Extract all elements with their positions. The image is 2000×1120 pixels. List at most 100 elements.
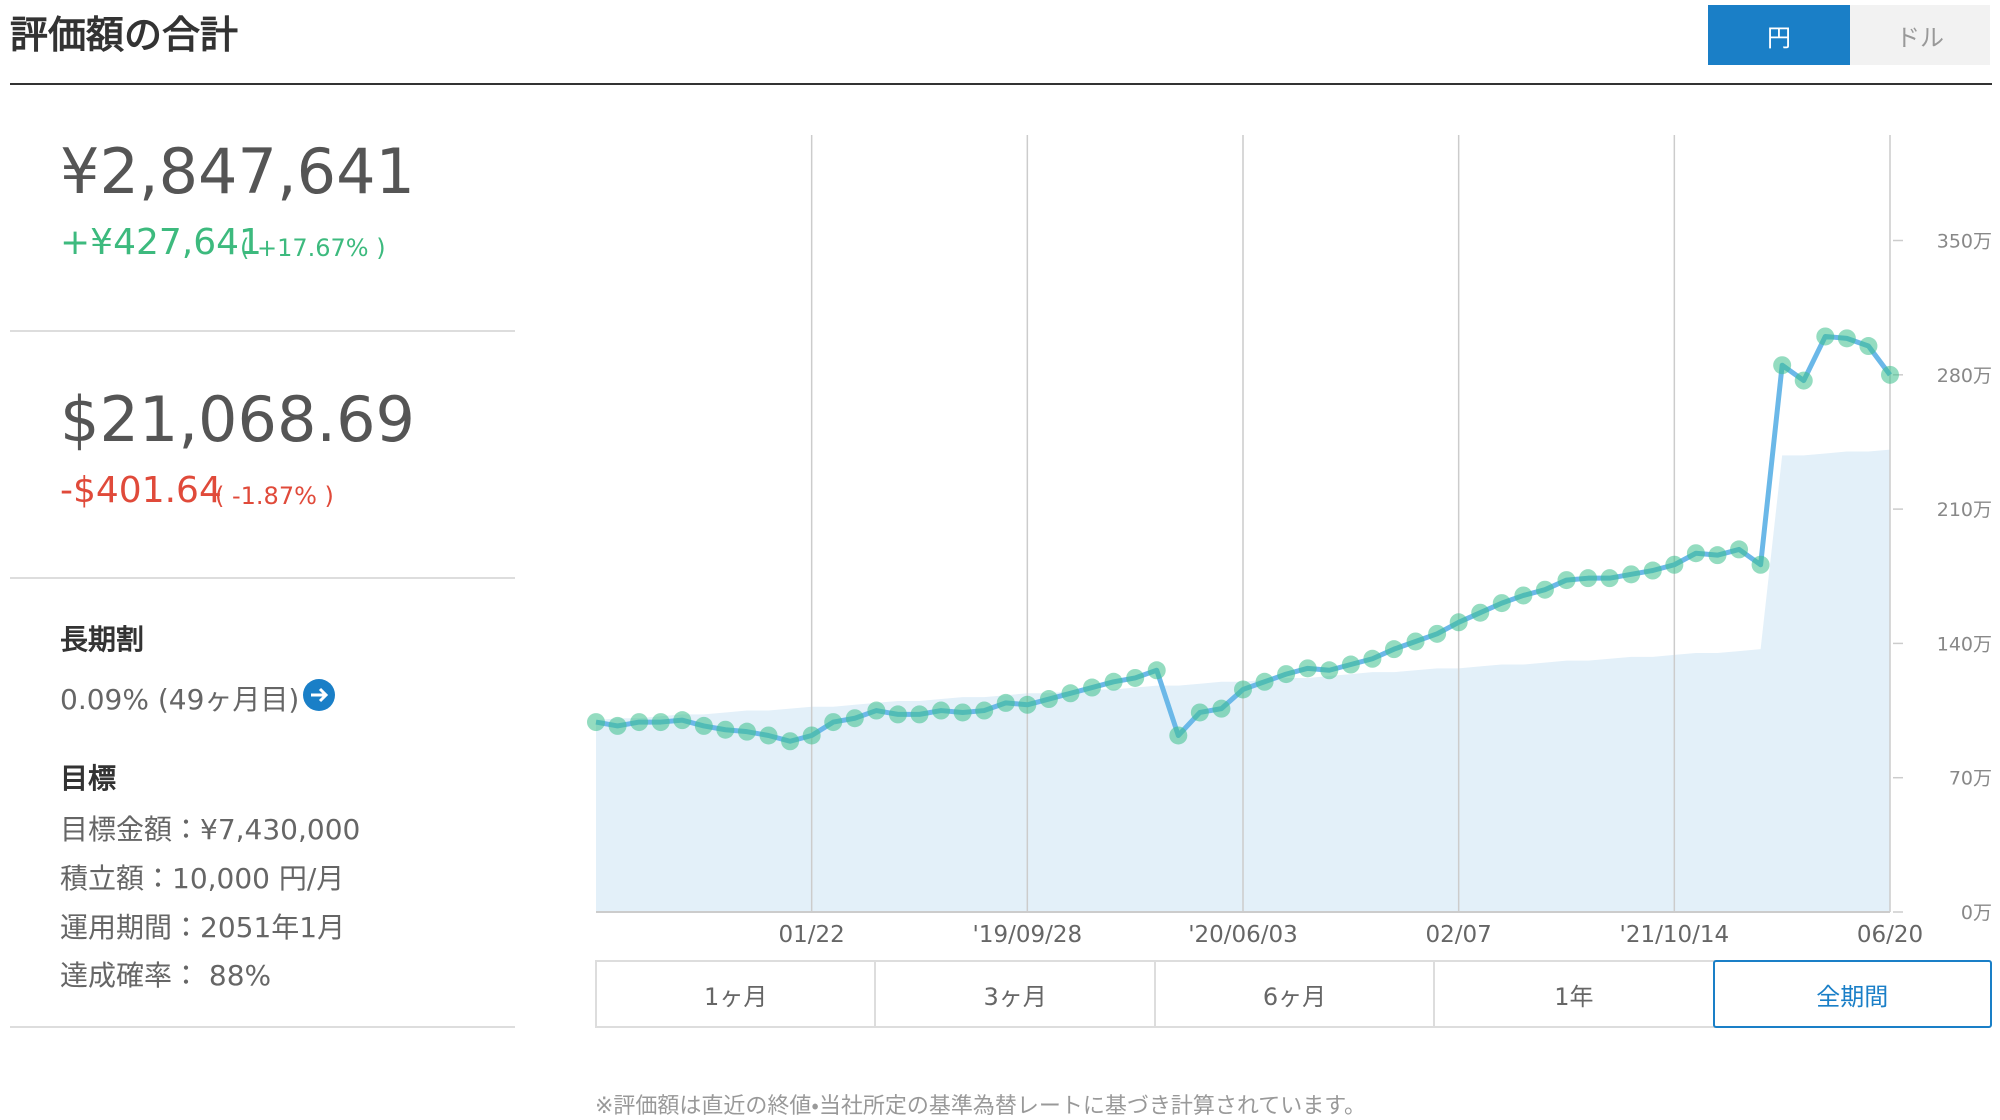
data-point [1428, 624, 1447, 643]
data-point [888, 705, 907, 724]
divider [10, 1026, 515, 1028]
data-point [759, 726, 778, 745]
period-button[interactable]: 1ヶ月 [595, 960, 877, 1028]
data-point [975, 701, 994, 720]
data-point [802, 726, 821, 745]
data-point [1773, 356, 1792, 375]
data-point [1061, 684, 1080, 703]
long-term-title: 長期割 [60, 623, 145, 656]
data-point [1837, 329, 1856, 348]
currency-toggle[interactable]: ドル [1850, 5, 1990, 65]
data-point [1169, 726, 1188, 745]
data-point [1794, 371, 1813, 390]
x-tick-label: '19/09/28 [973, 922, 1083, 948]
period-button[interactable]: 3ヶ月 [874, 960, 1156, 1028]
principal-area [596, 449, 1890, 912]
long-term-text: 0.09% (49ヶ月目) [60, 683, 300, 716]
data-point [1126, 668, 1145, 687]
data-point [694, 716, 713, 735]
data-point [1881, 365, 1899, 384]
data-point [673, 711, 692, 730]
data-point [1147, 661, 1166, 680]
y-tick-label: 0万 [1961, 902, 1992, 924]
data-point [1471, 603, 1490, 622]
data-point [932, 701, 951, 720]
jpy-change: +¥427,641 [60, 222, 262, 263]
data-point [1859, 337, 1878, 356]
goal-item: 目標金額：¥7,430,000 [60, 813, 361, 846]
y-tick-label: 140万 [1937, 633, 1992, 655]
jpy-value: ¥2,847,641 [60, 135, 415, 208]
data-point [1751, 555, 1770, 574]
data-point [1104, 672, 1123, 691]
data-point [1277, 665, 1296, 684]
data-point [1449, 613, 1468, 632]
data-point [1190, 703, 1209, 722]
footnote: ※評価額は直近の終値・当社所定の基準為替レートに基づき計算されています。 [595, 1094, 1367, 1119]
data-point [630, 713, 649, 732]
period-button[interactable]: 6ヶ月 [1153, 960, 1436, 1028]
data-point [1643, 561, 1662, 580]
data-point [716, 720, 735, 739]
data-point [781, 732, 800, 751]
data-point [1255, 672, 1274, 691]
currency-toggle[interactable]: 円 [1708, 5, 1850, 65]
data-point [1686, 544, 1705, 563]
data-point [1492, 594, 1511, 613]
goal-item: 運用期間：2051年1月 [60, 911, 346, 944]
data-point [1535, 580, 1554, 599]
period-button[interactable]: 全期間 [1712, 960, 1992, 1028]
data-point [1212, 699, 1231, 718]
data-point [1514, 586, 1533, 605]
data-point [1665, 555, 1684, 574]
divider [10, 330, 515, 332]
y-tick-label: 350万 [1937, 231, 1992, 253]
data-point [1816, 327, 1835, 346]
data-point [1708, 546, 1727, 565]
jpy-percent: ( +17.67% ) [240, 234, 386, 262]
data-point [1234, 680, 1252, 699]
data-point [953, 703, 972, 722]
data-point [824, 713, 843, 732]
data-point [1363, 649, 1382, 668]
data-point [1579, 569, 1598, 588]
arrow-button[interactable] [302, 678, 336, 712]
data-point [651, 713, 670, 732]
data-point [996, 693, 1015, 712]
data-point [1039, 690, 1058, 709]
usd-change: -$401.64 [60, 470, 222, 511]
page-title: 評価額の合計 [10, 13, 239, 57]
data-point [737, 722, 756, 741]
divider [10, 577, 515, 579]
data-point [1018, 695, 1037, 714]
usd-percent: ( -1.87% ) [215, 482, 334, 510]
data-point [1600, 569, 1619, 588]
usd-value: $21,068.69 [60, 383, 415, 456]
data-point [845, 709, 864, 728]
y-tick-label: 280万 [1937, 365, 1992, 387]
x-tick-label: '21/10/14 [1620, 922, 1730, 948]
period-button[interactable]: 1年 [1433, 960, 1715, 1028]
data-point [1622, 565, 1641, 584]
data-point [1557, 571, 1576, 590]
data-point [1730, 540, 1749, 559]
data-point [1406, 632, 1425, 651]
data-point [1298, 659, 1317, 678]
y-tick-label: 210万 [1937, 499, 1992, 521]
data-point [608, 716, 627, 735]
data-point [587, 713, 605, 732]
x-tick-label: 02/07 [1426, 922, 1492, 948]
x-tick-label: 01/22 [779, 922, 845, 948]
y-tick-label: 70万 [1949, 768, 1992, 790]
data-point [1341, 655, 1360, 674]
x-tick-label: 06/20 [1857, 922, 1923, 948]
data-point [867, 701, 886, 720]
data-point [910, 705, 929, 724]
goal-title: 目標 [60, 762, 117, 795]
header-rule [10, 83, 1992, 85]
data-point [1083, 678, 1102, 697]
goal-item: 積立額：10,000 円/月 [60, 862, 345, 895]
goal-item: 達成確率： 88% [60, 959, 272, 992]
